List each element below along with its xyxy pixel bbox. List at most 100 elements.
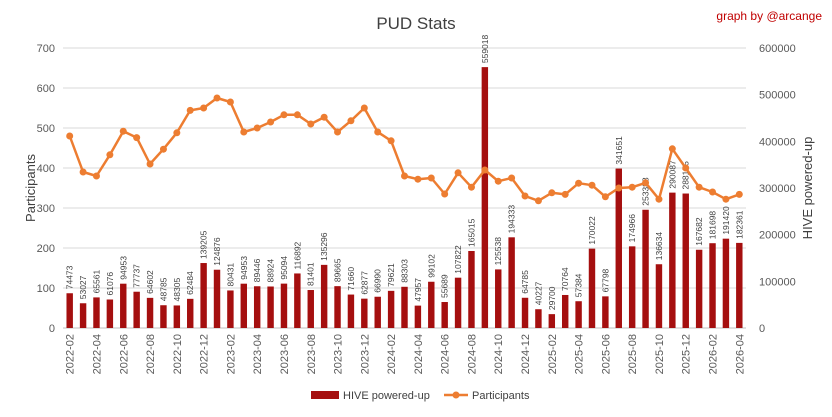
- bar-value-label: 29700: [547, 286, 557, 310]
- bar: [561, 294, 569, 328]
- line-point: [92, 172, 100, 180]
- bar-value-label: 107822: [453, 245, 463, 274]
- x-tick-label: 2023-10: [333, 334, 345, 374]
- line-point: [427, 174, 435, 182]
- bar: [320, 264, 328, 328]
- bar-value-label: 62484: [185, 271, 195, 295]
- bar-value-label: 62877: [359, 271, 369, 295]
- bar-value-label: 48785: [158, 277, 168, 301]
- line-point: [682, 164, 690, 172]
- line-point: [146, 160, 154, 168]
- line-point: [454, 169, 462, 177]
- line-point: [79, 168, 87, 176]
- bar-value-label: 94953: [239, 256, 249, 280]
- bar: [253, 286, 261, 328]
- left-tick-label: 400: [37, 163, 55, 175]
- line-series: [66, 94, 743, 205]
- line-point: [575, 179, 583, 187]
- line-point: [441, 190, 449, 198]
- bar: [454, 277, 462, 328]
- left-tick-label: 500: [37, 123, 55, 135]
- line-point: [508, 174, 516, 182]
- bar: [521, 297, 529, 328]
- bar-value-label: 70764: [560, 267, 570, 291]
- bar-value-label: 95094: [279, 256, 289, 280]
- bar: [575, 301, 582, 328]
- legend-bar-swatch: [311, 391, 339, 399]
- bar: [93, 297, 100, 328]
- bar-value-label: 253388: [641, 177, 651, 206]
- bar-value-label: 65561: [91, 269, 101, 293]
- bar-value-label: 61076: [105, 272, 115, 296]
- bar-value-label: 559018: [480, 34, 490, 63]
- bar: [535, 309, 542, 328]
- line-point: [534, 197, 542, 205]
- bar: [736, 242, 743, 328]
- bar-value-label: 71660: [346, 267, 356, 291]
- line-point: [709, 188, 717, 196]
- bar-value-label: 194333: [507, 205, 517, 234]
- left-tick-label: 200: [37, 243, 55, 255]
- right-tick-label: 0: [759, 323, 765, 335]
- line-point: [213, 94, 221, 102]
- line-point: [240, 128, 248, 136]
- bar-value-label: 48305: [172, 278, 182, 302]
- x-tick-label: 2024-02: [386, 334, 398, 374]
- line-point: [642, 179, 650, 187]
- bar-value-label: 170022: [587, 216, 597, 245]
- right-tick-label: 400000: [759, 136, 796, 148]
- x-tick-label: 2025-06: [600, 334, 612, 374]
- x-tick-label: 2025-04: [574, 334, 586, 374]
- bar: [347, 294, 355, 328]
- bar: [468, 250, 475, 328]
- line-point: [66, 132, 74, 140]
- bar: [709, 243, 716, 328]
- bar: [334, 286, 341, 328]
- bar-value-label: 79621: [386, 263, 396, 287]
- x-tick-label: 2023-02: [225, 334, 237, 374]
- left-tick-label: 0: [49, 323, 55, 335]
- x-tick-label: 2022-04: [91, 334, 103, 374]
- bar: [722, 238, 730, 328]
- bar-value-label: 288155: [681, 161, 691, 190]
- bar: [120, 283, 127, 328]
- x-tick-label: 2022-06: [118, 334, 130, 374]
- bar: [307, 290, 314, 328]
- bar-value-label: 125538: [493, 237, 503, 266]
- line-point: [347, 117, 355, 125]
- bar: [495, 269, 502, 328]
- x-tick-label: 2022-02: [65, 334, 77, 374]
- bar: [508, 237, 515, 328]
- bar: [655, 264, 663, 328]
- bar-value-label: 181698: [708, 211, 718, 240]
- legend-line-label: Participants: [472, 390, 530, 402]
- line-point: [307, 120, 315, 128]
- bar-value-label: 191420: [721, 206, 731, 235]
- line-point: [226, 98, 234, 106]
- x-tick-label: 2023-06: [279, 334, 291, 374]
- x-tick-label: 2022-08: [145, 334, 157, 374]
- y-axis-label-left: Participants: [23, 154, 38, 222]
- bar: [374, 296, 381, 328]
- x-tick-label: 2024-06: [440, 334, 452, 374]
- bar: [401, 286, 408, 328]
- x-tick-label: 2024-12: [520, 334, 532, 374]
- line-point: [494, 177, 502, 185]
- bar-value-label: 55689: [440, 274, 450, 298]
- bar-value-label: 53027: [78, 275, 88, 299]
- line-point: [387, 137, 395, 145]
- bar: [602, 296, 609, 328]
- bar-value-label: 64785: [520, 270, 530, 294]
- bar-value-label: 74473: [65, 265, 75, 289]
- bar-value-label: 174966: [627, 214, 637, 243]
- bar: [548, 314, 556, 328]
- line-point: [106, 151, 114, 159]
- x-tick-label: 2026-02: [708, 334, 720, 374]
- bar-value-label: 94953: [118, 256, 128, 280]
- x-tick-label: 2022-12: [199, 334, 211, 374]
- bar-value-label: 89446: [252, 258, 262, 282]
- bar-value-label: 40227: [533, 281, 543, 305]
- chart-title: PUD Stats: [376, 14, 455, 33]
